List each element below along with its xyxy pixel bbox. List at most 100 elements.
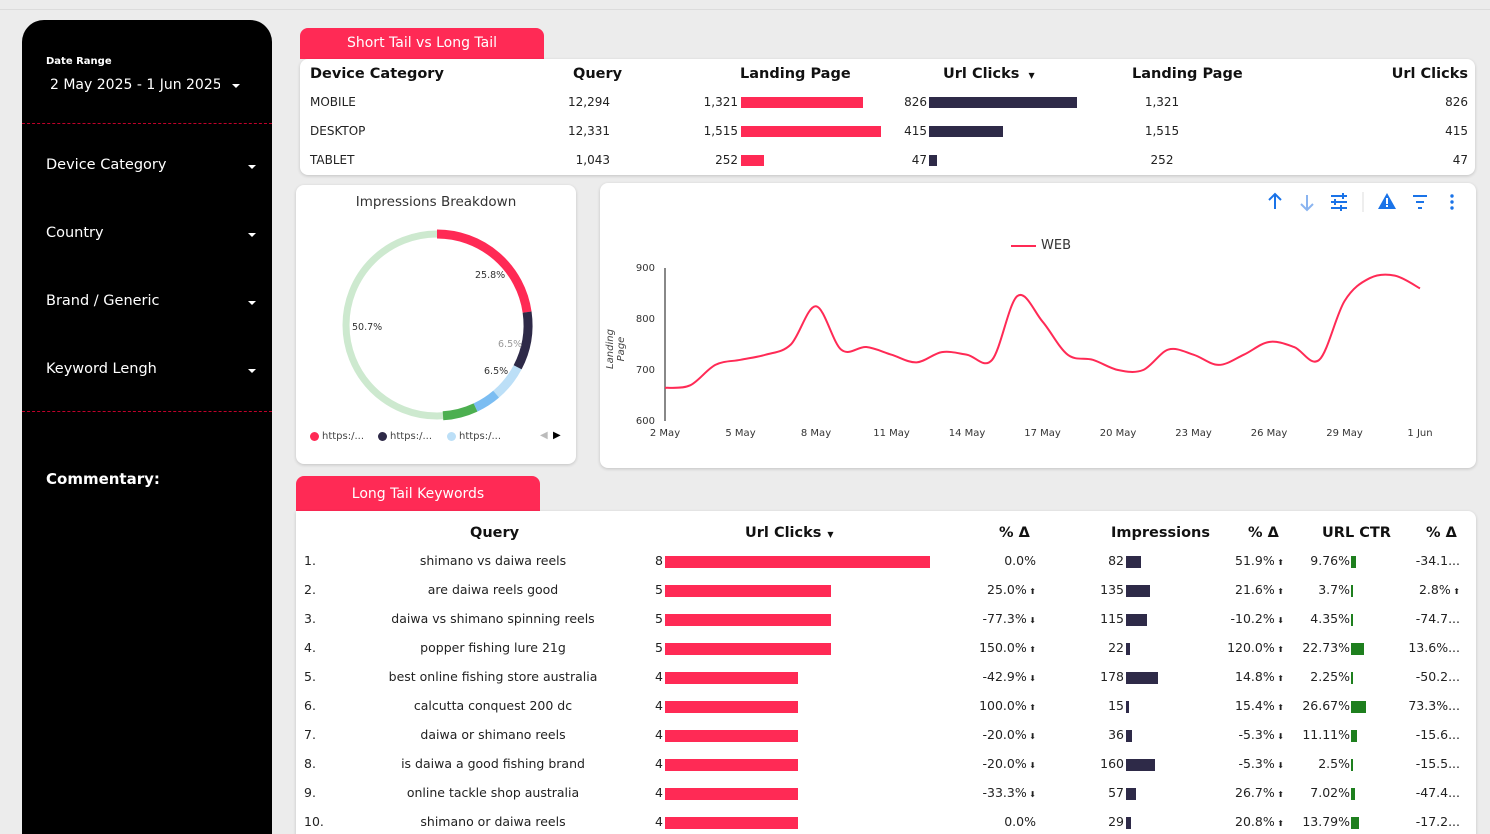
filter-country[interactable]: Country bbox=[46, 225, 256, 245]
cell-impressions: 115 bbox=[1100, 611, 1124, 626]
donut-label-1: 25.8% bbox=[475, 270, 506, 281]
date-range-chevron-icon[interactable] bbox=[232, 84, 240, 88]
legend-item-3[interactable]: https:/... bbox=[447, 431, 501, 442]
chevron-down-icon bbox=[248, 301, 256, 305]
pct-value: 21.6% bbox=[1235, 582, 1275, 597]
col-header-landing-page-2[interactable]: Landing Page bbox=[1132, 66, 1243, 82]
table-row[interactable]: 10. shimano or daiwa reels 4 0.0% 29 20.8% ⬆ 1… bbox=[296, 814, 1476, 834]
tab-long-tail-keywords[interactable]: Long Tail Keywords bbox=[296, 476, 540, 511]
pct-value: -15.5... bbox=[1415, 756, 1460, 771]
col-header-url-clicks[interactable]: Url Clicks ▼ bbox=[745, 525, 834, 541]
table-row[interactable]: TABLET 1,043 252 47 252 47 bbox=[300, 153, 1475, 173]
cell-query: shimano or daiwa reels bbox=[420, 814, 566, 829]
bar-landing-page bbox=[741, 97, 864, 108]
col-header-query[interactable]: Query bbox=[470, 525, 520, 541]
sidebar: Date Range 2 May 2025 - 1 Jun 2025 Devic… bbox=[22, 20, 272, 834]
trend-up-icon: ⬆ bbox=[1274, 819, 1284, 828]
table-row[interactable]: 3. daiwa vs shimano spinning reels 5 -77.3%… bbox=[296, 611, 1476, 631]
cell-impressions: 57 bbox=[1108, 785, 1124, 800]
pct-value: -5.3% bbox=[1238, 727, 1275, 742]
chart-settings-icon[interactable] bbox=[1331, 193, 1347, 211]
col-header-impressions[interactable]: Impressions bbox=[1111, 525, 1211, 541]
bar-url-clicks bbox=[665, 817, 798, 829]
cell-query: calcutta conquest 200 dc bbox=[413, 698, 573, 713]
legend-prev-icon[interactable]: ◀ bbox=[540, 430, 548, 441]
cell-pct-change-clicks: -20.0% ⬇ bbox=[983, 727, 1036, 742]
donut-label-3: 6.5% bbox=[484, 366, 509, 377]
table-row[interactable]: 8. is daiwa a good fishing brand 4 -20.0% ⬇… bbox=[296, 756, 1476, 776]
sort-desc-icon: ▼ bbox=[1028, 71, 1035, 80]
col-header-device-category[interactable]: Device Category bbox=[310, 66, 444, 82]
x-tick-label: 17 May bbox=[1024, 428, 1061, 439]
cell-query: online tackle shop australia bbox=[406, 785, 580, 800]
col-header-query[interactable]: Query bbox=[573, 66, 623, 82]
bar-url-clicks bbox=[929, 155, 938, 166]
cell-url-clicks: 4 bbox=[655, 698, 663, 713]
col-header-pct-change-impressions[interactable]: % Δ bbox=[1248, 525, 1279, 541]
pct-value: 2.8% bbox=[1418, 582, 1451, 597]
filter-keyword-length[interactable]: Keyword Lengh bbox=[46, 361, 256, 381]
col-header-url-ctr[interactable]: URL CTR bbox=[1322, 525, 1391, 541]
table-row[interactable]: DESKTOP 12,331 1,515 415 1,515 415 bbox=[300, 124, 1475, 144]
cell-url-clicks: 5 bbox=[655, 611, 663, 626]
cell-query: are daiwa reels good bbox=[427, 582, 559, 597]
table-row[interactable]: 4. popper fishing lure 21g 5 150.0% ⬆ 22 120.… bbox=[296, 640, 1476, 660]
bar-url-clicks bbox=[929, 97, 1077, 108]
donut-label-2: 6.5% bbox=[498, 339, 523, 350]
sort-descending-icon[interactable] bbox=[1300, 195, 1314, 212]
cell-pct-change-impressions: 120.0% ⬆ bbox=[1227, 640, 1284, 655]
pct-value: 150.0% bbox=[979, 640, 1027, 655]
short-tail-table: Device Category Query Landing Page Url C… bbox=[300, 59, 1475, 175]
table-row[interactable]: 7. daiwa or shimano reels 4 -20.0% ⬇ 36 -5.3%… bbox=[296, 727, 1476, 747]
table-row[interactable]: 5. best online fishing store australia 4 -4… bbox=[296, 669, 1476, 689]
table-row[interactable]: 1. shimano vs daiwa reels 8 0.0% 82 51.9% ⬆ 9.… bbox=[296, 553, 1476, 573]
legend-next-icon[interactable]: ▶ bbox=[553, 430, 561, 441]
date-range-picker[interactable]: 2 May 2025 - 1 Jun 2025 bbox=[50, 77, 220, 93]
table-row[interactable]: MOBILE 12,294 1,321 826 1,321 826 bbox=[300, 95, 1475, 115]
cell-url-clicks: 5 bbox=[655, 582, 663, 597]
line-chart: 600 700 800 900 2 May 5 May 8 May 11 May 14 May 1… bbox=[636, 263, 1433, 439]
tab-short-tail-vs-long-tail[interactable]: Short Tail vs Long Tail bbox=[300, 28, 544, 59]
bar-url-clicks bbox=[929, 126, 1004, 137]
top-divider bbox=[0, 9, 1490, 10]
bar-landing-page bbox=[741, 155, 765, 166]
trend-up-icon: ⬆ bbox=[1274, 645, 1284, 654]
warning-icon[interactable] bbox=[1378, 193, 1396, 209]
filter-icon[interactable] bbox=[1413, 195, 1427, 209]
series-line-web[interactable] bbox=[664, 273, 1421, 389]
x-tick-label: 1 Jun bbox=[1407, 428, 1432, 439]
cell-query: 12,294 bbox=[568, 95, 610, 109]
trend-up-icon: ⬆ bbox=[1026, 703, 1036, 712]
col-header-landing-page[interactable]: Landing Page bbox=[740, 66, 851, 82]
col-header-url-clicks[interactable]: Url Clicks ▼ bbox=[943, 66, 1035, 82]
cell-landing-page: 252 bbox=[715, 153, 738, 167]
y-tick-label: 900 bbox=[636, 263, 655, 274]
more-options-icon[interactable] bbox=[1450, 194, 1454, 210]
cell-impressions: 82 bbox=[1108, 553, 1124, 568]
cell-url-clicks-2: 47 bbox=[1452, 153, 1468, 167]
col-header-url-clicks-2[interactable]: Url Clicks bbox=[1391, 66, 1468, 82]
landing-page-chart-card: WEB Landing Page 600 700 800 900 2 May 5 May 8… bbox=[600, 183, 1476, 468]
cell-rank: 3. bbox=[304, 611, 316, 626]
filter-brand-generic[interactable]: Brand / Generic bbox=[46, 293, 256, 313]
x-tick-label: 14 May bbox=[949, 428, 986, 439]
trend-down-icon: ⬇ bbox=[1026, 732, 1036, 741]
legend-item-1[interactable]: https:/... bbox=[310, 431, 364, 442]
table-row[interactable]: 9. online tackle shop australia 4 -33.3% ⬇ 5… bbox=[296, 785, 1476, 805]
cell-pct-change-impressions: -5.3% ⬇ bbox=[1238, 756, 1284, 771]
table-row[interactable]: 6. calcutta conquest 200 dc 4 100.0% ⬆ 15 15.… bbox=[296, 698, 1476, 718]
cell-rank: 8. bbox=[304, 756, 316, 771]
cell-url-clicks-2: 415 bbox=[1445, 124, 1468, 138]
sort-ascending-icon[interactable] bbox=[1268, 192, 1282, 209]
cell-url-clicks: 415 bbox=[904, 124, 927, 138]
pct-value: 26.7% bbox=[1235, 785, 1275, 800]
col-header-pct-change-ctr[interactable]: % Δ bbox=[1426, 525, 1457, 541]
table-row[interactable]: 2. are daiwa reels good 5 25.0% ⬆ 135 21.6% ⬆… bbox=[296, 582, 1476, 602]
col-header-pct-change-clicks[interactable]: % Δ bbox=[999, 525, 1030, 541]
legend-item-2[interactable]: https:/... bbox=[378, 431, 432, 442]
cell-url-ctr: 11.11% bbox=[1302, 727, 1350, 742]
filter-device-category[interactable]: Device Category bbox=[46, 157, 256, 177]
cell-url-clicks-2: 826 bbox=[1445, 95, 1468, 109]
cell-landing-page: 1,515 bbox=[703, 124, 738, 138]
donut-segment-2 bbox=[513, 311, 533, 370]
